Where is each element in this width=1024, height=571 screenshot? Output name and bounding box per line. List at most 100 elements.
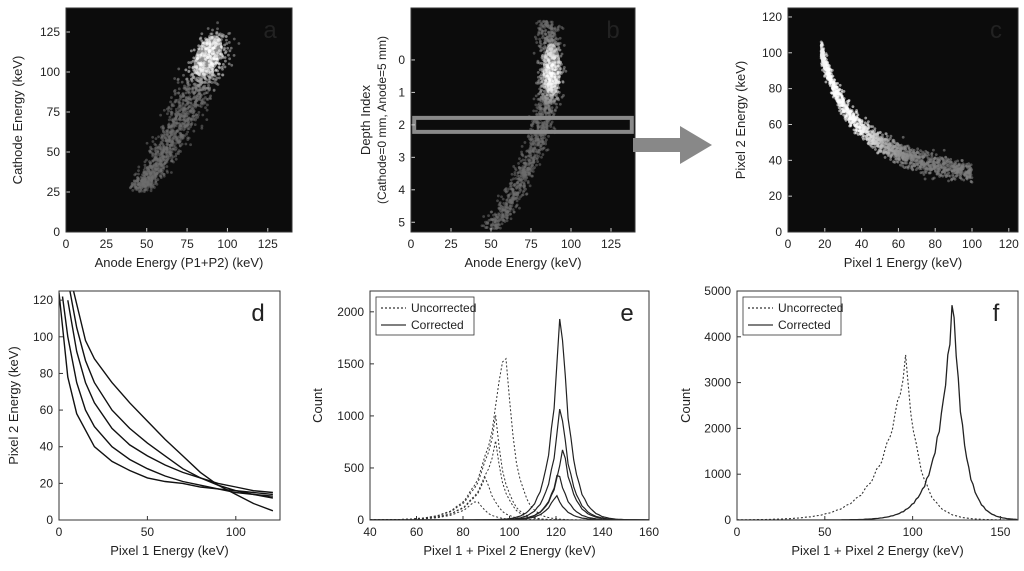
- density-point: [903, 148, 907, 151]
- density-point: [199, 105, 203, 108]
- density-point: [535, 143, 539, 147]
- density-point: [190, 121, 194, 125]
- corrected-curve: [737, 305, 1018, 520]
- density-point: [206, 74, 210, 78]
- panel-b: 0 25 50 75 100 125 0 1 2 3 4 5 Anode Energy (keV) Dep…: [358, 7, 636, 270]
- density-point: [151, 168, 155, 172]
- density-point: [204, 106, 207, 110]
- density-point: [835, 95, 839, 99]
- density-point: [516, 171, 520, 175]
- density-point: [896, 153, 900, 157]
- density-point: [530, 149, 533, 153]
- density-point: [181, 98, 185, 102]
- density-point: [162, 166, 165, 170]
- density-point: [515, 203, 519, 207]
- density-point: [505, 198, 509, 202]
- density-point: [840, 104, 844, 108]
- x-tick-label: 120: [999, 237, 1019, 251]
- density-point: [941, 162, 945, 166]
- y-tick-label: 3000: [704, 376, 731, 390]
- uncorrected-curve: [737, 354, 1017, 520]
- density-point: [845, 105, 849, 109]
- density-point: [188, 110, 192, 114]
- x-tick-label: 100: [962, 237, 982, 251]
- density-point: [889, 146, 893, 150]
- density-point: [540, 155, 543, 159]
- x-tick-label: 100: [561, 237, 581, 251]
- density-point: [526, 180, 530, 183]
- density-point: [513, 171, 517, 174]
- density-point: [161, 124, 165, 128]
- y-tick-label: 1000: [337, 409, 364, 423]
- density-point: [518, 157, 521, 161]
- density-point: [486, 221, 490, 225]
- density-point: [953, 165, 957, 169]
- density-point: [213, 74, 217, 78]
- density-point: [919, 167, 923, 171]
- density-point: [539, 85, 543, 89]
- arrow-head: [680, 126, 712, 164]
- density-point: [206, 86, 210, 90]
- density-point: [211, 28, 214, 32]
- density-point: [864, 129, 868, 133]
- density-point: [190, 103, 194, 107]
- density-point: [901, 161, 905, 165]
- x-tick-label: 50: [818, 525, 832, 539]
- density-point: [867, 138, 871, 141]
- density-point: [867, 132, 871, 136]
- density-point: [521, 168, 525, 172]
- density-point: [924, 149, 928, 153]
- density-point: [535, 163, 538, 167]
- density-point: [182, 73, 185, 77]
- density-point: [863, 121, 867, 125]
- density-point: [930, 157, 934, 161]
- density-point: [544, 138, 548, 142]
- density-point: [513, 173, 517, 177]
- density-point: [487, 218, 491, 222]
- density-point: [837, 103, 841, 107]
- y-tick-label: 2000: [704, 421, 731, 435]
- density-point: [541, 140, 544, 143]
- density-point: [509, 185, 512, 188]
- density-point: [538, 37, 542, 41]
- density-point: [514, 177, 518, 180]
- density-point: [200, 124, 204, 128]
- density-point: [165, 165, 169, 168]
- density-point: [162, 108, 166, 112]
- density-point: [839, 107, 843, 111]
- density-point: [190, 97, 193, 101]
- density-point: [558, 36, 562, 40]
- density-point: [549, 122, 553, 126]
- density-point: [887, 138, 891, 142]
- y-tick-label: 0: [357, 513, 364, 527]
- density-point: [218, 76, 221, 80]
- density-point: [217, 72, 221, 76]
- density-point: [559, 62, 563, 66]
- density-point: [532, 109, 536, 113]
- density-point: [960, 159, 964, 162]
- density-point: [893, 141, 897, 145]
- density-point: [534, 109, 538, 113]
- density-point: [832, 78, 836, 82]
- density-point: [531, 143, 534, 147]
- density-point: [562, 94, 565, 97]
- panel-letter: c: [990, 17, 1002, 44]
- density-point: [846, 111, 850, 115]
- density-point: [899, 143, 903, 147]
- density-point: [187, 69, 191, 73]
- density-point: [825, 69, 829, 72]
- panel-a: 0 25 50 75 100 125 0 25 50 75 100 125 Anode Energy (…: [10, 7, 293, 270]
- density-point: [539, 143, 543, 147]
- density-point: [191, 66, 195, 70]
- plot-frame: [369, 290, 650, 521]
- density-point: [944, 155, 947, 159]
- density-point: [839, 112, 843, 116]
- density-point: [557, 45, 561, 49]
- density-point: [899, 163, 902, 167]
- density-point: [174, 141, 178, 145]
- density-point: [933, 165, 936, 169]
- density-point: [527, 154, 531, 158]
- density-point: [171, 155, 175, 159]
- density-point: [851, 105, 855, 109]
- density-point: [849, 123, 853, 127]
